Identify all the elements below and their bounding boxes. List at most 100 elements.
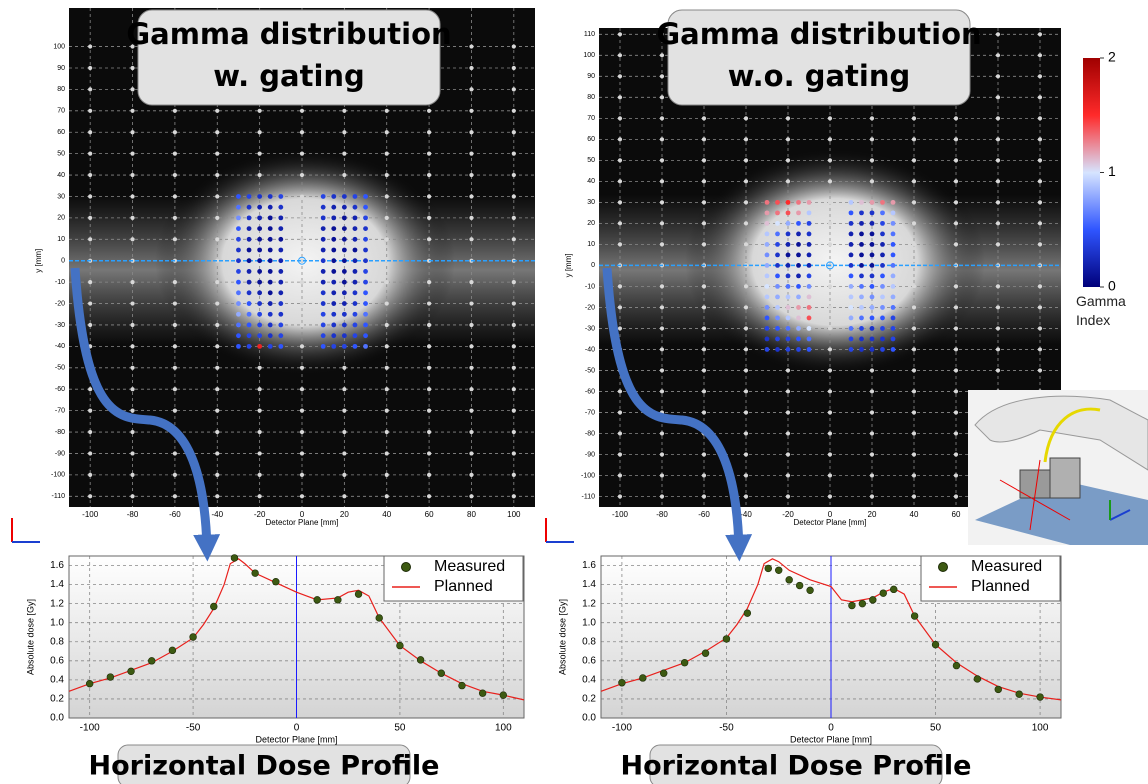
gamma-point bbox=[257, 269, 262, 274]
gamma-point bbox=[870, 210, 875, 215]
gamma-point bbox=[331, 333, 336, 338]
grid-dot bbox=[427, 216, 431, 220]
gamma-point bbox=[775, 274, 780, 279]
gamma-point bbox=[257, 215, 262, 220]
grid-dot bbox=[996, 200, 1000, 204]
grid-dot bbox=[173, 323, 177, 327]
gamma-point bbox=[807, 252, 812, 257]
x-tick-label: -60 bbox=[698, 510, 710, 519]
grid-dot bbox=[173, 409, 177, 413]
grid-dot bbox=[744, 452, 748, 456]
grid-dot bbox=[996, 95, 1000, 99]
gamma-point bbox=[247, 258, 252, 263]
grid-dot bbox=[744, 284, 748, 288]
y-tick-label: 70 bbox=[587, 115, 595, 122]
grid-dot bbox=[786, 452, 790, 456]
grid-dot bbox=[996, 284, 1000, 288]
grid-dot bbox=[660, 242, 664, 246]
grid-dot bbox=[618, 221, 622, 225]
grid-dot bbox=[342, 387, 346, 391]
grid-dot bbox=[1038, 221, 1042, 225]
gamma-point bbox=[859, 210, 864, 215]
grid-dot bbox=[744, 347, 748, 351]
gamma-point bbox=[849, 326, 854, 331]
gamma-point bbox=[268, 226, 273, 231]
gamma-point bbox=[363, 215, 368, 220]
gamma-point bbox=[786, 231, 791, 236]
grid-dot bbox=[130, 66, 134, 70]
grid-dot bbox=[618, 200, 622, 204]
grid-dot bbox=[996, 116, 1000, 120]
grid-dot bbox=[996, 221, 1000, 225]
gamma-point bbox=[342, 258, 347, 263]
gamma-point bbox=[236, 323, 241, 328]
grid-dot bbox=[912, 242, 916, 246]
gamma-point bbox=[870, 200, 875, 205]
grid-dot bbox=[870, 410, 874, 414]
grid-dot bbox=[1038, 116, 1042, 120]
gamma-point bbox=[268, 290, 273, 295]
grid-dot bbox=[1038, 95, 1042, 99]
y-tick-label: 0.6 bbox=[50, 655, 64, 666]
grid-dot bbox=[215, 494, 219, 498]
measured-point bbox=[210, 603, 217, 610]
grid-dot bbox=[130, 280, 134, 284]
grid-dot bbox=[215, 430, 219, 434]
grid-dot bbox=[786, 137, 790, 141]
gamma-point bbox=[353, 269, 358, 274]
measured-point bbox=[775, 567, 782, 574]
grid-dot bbox=[828, 221, 832, 225]
grid-dot bbox=[618, 389, 622, 393]
x-tick-label: -100 bbox=[82, 510, 99, 519]
gamma-point bbox=[363, 248, 368, 253]
y-tick-label: -30 bbox=[585, 325, 595, 332]
colorbar-tick-label: 2 bbox=[1108, 49, 1116, 65]
gamma-point bbox=[796, 263, 801, 268]
gamma-point bbox=[796, 316, 801, 321]
grid-dot bbox=[300, 451, 304, 455]
gamma-point bbox=[891, 337, 896, 342]
grid-dot bbox=[744, 326, 748, 330]
grid-dot bbox=[828, 473, 832, 477]
gamma-point bbox=[880, 316, 885, 321]
gamma-point bbox=[849, 221, 854, 226]
grid-dot bbox=[469, 366, 473, 370]
grid-dot bbox=[996, 305, 1000, 309]
grid-dot bbox=[130, 366, 134, 370]
grid-dot bbox=[512, 152, 516, 156]
y-tick-label: 60 bbox=[57, 129, 65, 136]
profile-title: Horizontal Dose Profile bbox=[89, 751, 440, 782]
gamma-point bbox=[849, 295, 854, 300]
gamma-point bbox=[236, 248, 241, 253]
x-tick-label: 100 bbox=[507, 510, 521, 519]
grid-dot bbox=[744, 305, 748, 309]
gamma-point bbox=[363, 344, 368, 349]
grid-dot bbox=[660, 53, 664, 57]
grid-dot bbox=[88, 430, 92, 434]
grid-dot bbox=[215, 387, 219, 391]
grid-dot bbox=[427, 344, 431, 348]
grid-dot bbox=[130, 87, 134, 91]
measured-point bbox=[397, 642, 404, 649]
grid-dot bbox=[912, 494, 916, 498]
gamma-point bbox=[268, 323, 273, 328]
grid-dot bbox=[427, 494, 431, 498]
grid-dot bbox=[512, 301, 516, 305]
x-tick-label: 100 bbox=[495, 723, 512, 734]
gamma-point bbox=[775, 221, 780, 226]
gamma-point bbox=[775, 210, 780, 215]
gamma-point bbox=[859, 252, 864, 257]
x-tick-label: -100 bbox=[80, 723, 100, 734]
grid-dot bbox=[744, 158, 748, 162]
colorbar-label-box: Gamma Index bbox=[1076, 292, 1136, 342]
grid-dot bbox=[996, 368, 1000, 372]
gamma-point bbox=[363, 312, 368, 317]
gamma-point bbox=[257, 312, 262, 317]
grid-dot bbox=[173, 194, 177, 198]
gamma-point bbox=[786, 295, 791, 300]
grid-dot bbox=[828, 242, 832, 246]
gamma-point bbox=[880, 263, 885, 268]
gamma-point bbox=[236, 205, 241, 210]
grid-dot bbox=[828, 452, 832, 456]
gamma-point bbox=[807, 263, 812, 268]
